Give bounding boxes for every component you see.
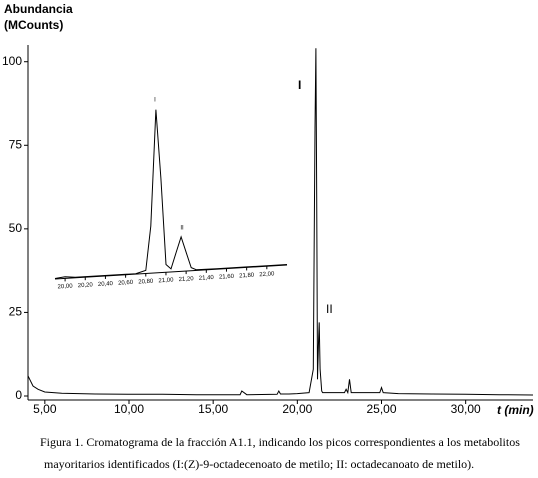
chromatogram-line (54, 109, 288, 279)
inset-x-tick-label: 21,00 (158, 277, 174, 284)
x-tick-label: 5,00 (33, 402, 57, 416)
inset-peak-label: II (180, 226, 184, 232)
x-axis-label: t (min) (497, 403, 534, 417)
y-tick-label: 75 (9, 137, 23, 151)
x-tick-label: 10,00 (114, 402, 144, 416)
caption: Figura 1. Cromatograma de la fracción A1… (40, 435, 520, 449)
inset-x-tick-label: 20,20 (78, 282, 94, 289)
x-tick-label: 30,00 (451, 402, 481, 416)
inset-x-tick-label: 21,80 (239, 273, 255, 280)
inset-x-tick-label: 22,00 (259, 271, 275, 278)
inset-x-tick-label: 20,80 (138, 279, 154, 286)
x-tick-label: 25,00 (366, 402, 396, 416)
x-tick-label: 15,00 (198, 402, 228, 416)
peak-label: I (298, 78, 301, 92)
inset-x-tick-label: 20,40 (98, 281, 114, 288)
x-tick-label: 20,00 (282, 402, 312, 416)
inset-x-tick-label: 21,40 (199, 275, 215, 282)
y-tick-label: 25 (9, 305, 23, 319)
caption: mayoritarios identificados (I:(Z)-9-octa… (44, 457, 474, 471)
inset-peak-label: I (154, 98, 156, 104)
inset-x-tick-label: 21,60 (219, 274, 235, 281)
peak-label: II (326, 302, 333, 316)
y-tick-label: 0 (15, 388, 22, 402)
y-tick-label: 50 (9, 221, 23, 235)
y-tick-label: 100 (2, 54, 22, 68)
inset-x-tick-label: 20,60 (118, 280, 134, 287)
y-axis-label: (MCounts) (4, 18, 63, 32)
y-axis-label: Abundancia (4, 2, 73, 16)
inset-x-tick-label: 21,20 (178, 276, 194, 283)
chromatogram-line (27, 48, 534, 396)
inset-x-tick-label: 20,00 (57, 283, 73, 290)
